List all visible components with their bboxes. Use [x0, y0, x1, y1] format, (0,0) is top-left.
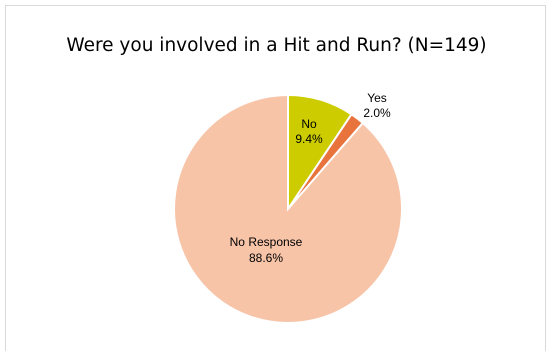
chart-area: Were you involved in a Hit and Run? (N=1… — [5, 5, 546, 351]
slice-label-yes: Yes — [367, 91, 387, 105]
slice-percent-no: 9.4% — [295, 132, 323, 146]
slice-percent-yes: 2.0% — [363, 106, 391, 120]
slice-label-no-response: No Response — [230, 235, 303, 249]
slice-label-no: No — [301, 117, 317, 131]
slice-percent-no-response: 88.6% — [249, 251, 283, 265]
slice-no-response — [174, 95, 402, 323]
pie-chart: No 9.4% Yes 2.0% No Response 88.6% — [6, 6, 547, 352]
